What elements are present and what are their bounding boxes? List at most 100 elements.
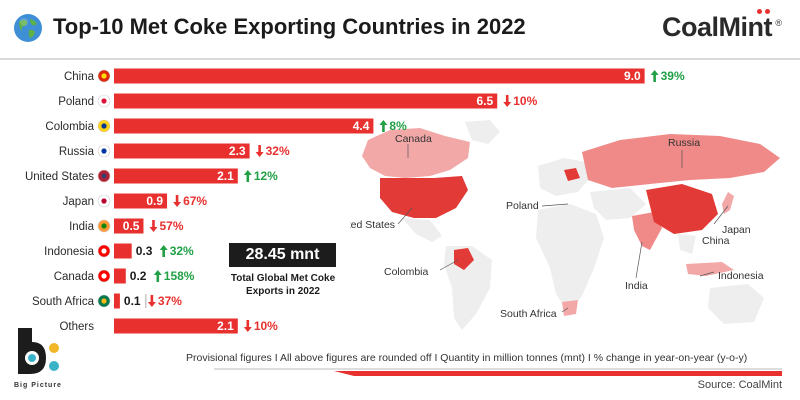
total-caption-line2: Exports in 2022 — [246, 286, 320, 297]
value-label: 2.1 — [217, 319, 234, 333]
footer-accent-line — [214, 368, 782, 376]
arrow-down-icon — [147, 295, 156, 307]
map-label-united-states: United States — [350, 219, 395, 231]
bar — [114, 93, 498, 109]
flag-icon-detail — [101, 248, 107, 254]
change-label: 158% — [164, 269, 195, 283]
big-picture-logo — [18, 328, 59, 374]
value-label: 4.4 — [353, 119, 370, 133]
map-middle-east — [590, 188, 646, 220]
map-label-colombia: Colombia — [384, 266, 429, 278]
flag-icon-detail — [101, 123, 107, 129]
bar — [114, 293, 120, 309]
arrow-down-icon — [173, 195, 182, 207]
total-caption-line1: Total Global Met Coke — [230, 273, 336, 284]
bar — [114, 143, 250, 159]
value-label: 0.1 — [124, 294, 141, 308]
change-label: 32% — [266, 144, 290, 158]
map-japan — [722, 192, 734, 214]
flag-icon-detail — [101, 98, 107, 104]
bar — [114, 268, 126, 284]
map-united-states — [380, 176, 468, 218]
flag-icon-detail — [101, 273, 107, 279]
map-label-poland: Poland — [506, 200, 539, 212]
world-map: Canada Russia United States Poland Japan… — [350, 120, 780, 330]
category-label: Others — [59, 321, 94, 333]
value-label: 0.5 — [123, 219, 140, 233]
total-value-box: 28.45 mnt — [229, 243, 336, 267]
bar — [114, 118, 374, 134]
category-label: Russia — [59, 146, 95, 158]
arrow-up-icon — [159, 245, 168, 257]
arrow-up-icon — [650, 70, 659, 82]
source-note: Source: CoalMint — [697, 379, 782, 391]
brand-name: CoalMint — [662, 12, 773, 42]
brand-logo: CoalMint — [662, 9, 773, 43]
flag-icon-detail — [101, 73, 107, 79]
arrow-down-icon — [149, 220, 158, 232]
flag-icon-detail — [101, 148, 107, 154]
category-label: Colombia — [45, 121, 94, 133]
map-label-india: India — [625, 280, 648, 292]
globe-icon — [14, 14, 42, 42]
category-label: Canada — [54, 271, 95, 283]
category-label: Poland — [58, 96, 94, 108]
change-label: 39% — [661, 69, 685, 83]
arrow-down-icon — [243, 320, 252, 332]
change-label: 37% — [158, 294, 182, 308]
map-label-indonesia: Indonesia — [718, 270, 764, 282]
change-label: 10% — [254, 319, 278, 333]
header-divider — [0, 58, 800, 60]
bar — [114, 218, 144, 234]
map-africa — [536, 204, 604, 312]
map-greenland — [465, 120, 500, 144]
bar — [114, 168, 238, 184]
map-south-america — [444, 246, 492, 330]
value-label: 6.5 — [477, 94, 494, 108]
category-label: Japan — [63, 196, 94, 208]
map-poland — [564, 168, 580, 181]
bar-chart: China 9.0 39% Poland 6.5 10% Colombia 4.4 8% Russ… — [25, 68, 685, 334]
bar — [114, 193, 168, 209]
registered-mark: ® — [775, 18, 782, 28]
category-label: China — [64, 71, 95, 83]
value-label: 0.9 — [146, 194, 163, 208]
flag-icon-detail — [101, 198, 107, 204]
category-label: South Africa — [32, 296, 95, 308]
brand-dot-icon — [765, 9, 770, 14]
total-caption: Total Global Met Coke Exports in 2022 — [222, 272, 344, 298]
category-label: India — [69, 221, 95, 233]
arrow-down-icon — [503, 95, 512, 107]
brand-dot-icon — [757, 9, 762, 14]
header: Top-10 Met Coke Exporting Countries in 2… — [0, 0, 800, 58]
map-colombia — [454, 248, 474, 270]
category-label: Indonesia — [44, 246, 94, 258]
map-europe — [538, 158, 590, 196]
value-label: 2.3 — [229, 144, 246, 158]
flag-icon-detail — [101, 298, 107, 304]
map-china — [646, 184, 718, 234]
map-australia — [708, 284, 764, 324]
change-label: 32% — [170, 244, 194, 258]
change-label: 8% — [389, 119, 407, 133]
change-label: 67% — [183, 194, 207, 208]
map-label-russia: Russia — [668, 137, 700, 149]
value-label: 9.0 — [624, 69, 641, 83]
value-label: 2.1 — [217, 169, 234, 183]
arrow-up-icon — [379, 120, 388, 132]
arrow-down-icon — [255, 145, 264, 157]
change-label: 10% — [513, 94, 537, 108]
bar — [114, 243, 132, 259]
map-indonesia — [686, 262, 734, 276]
map-label-japan: Japan — [722, 224, 751, 236]
map-mexico — [402, 218, 442, 242]
category-label: United States — [25, 171, 94, 183]
map-label-china: China — [702, 235, 730, 247]
logo-caption: Big Picture — [14, 382, 62, 389]
change-label: 57% — [159, 219, 183, 233]
bar — [114, 68, 645, 84]
value-label: 0.2 — [130, 269, 147, 283]
map-southeast-asia — [678, 234, 696, 254]
map-russia — [582, 134, 780, 188]
bar — [114, 318, 238, 334]
